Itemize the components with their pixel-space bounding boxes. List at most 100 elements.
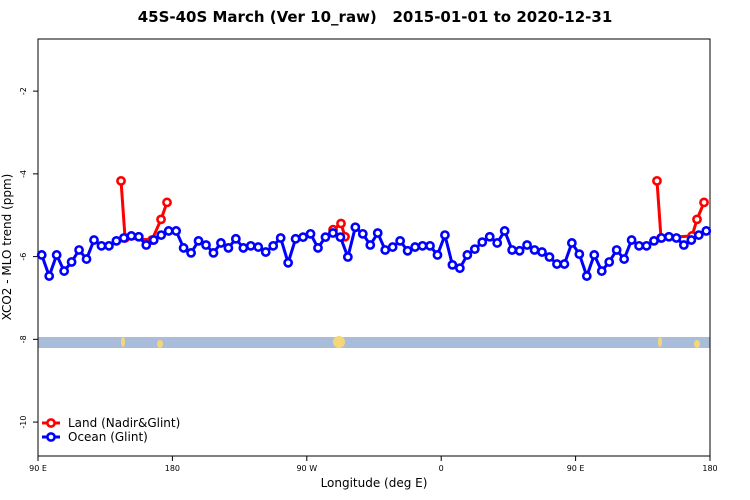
legend-marker: [46, 418, 56, 428]
data-point: [425, 240, 435, 251]
x-tick-label: 90 E: [567, 464, 585, 473]
data-point: [484, 231, 495, 242]
data-point: [604, 257, 615, 267]
data-point: [559, 259, 570, 269]
x-tick-label: 0: [439, 464, 444, 473]
data-point: [581, 271, 592, 281]
data-point: [275, 233, 286, 243]
data-point: [380, 245, 391, 255]
data-point: [133, 231, 144, 242]
data-point: [74, 245, 84, 255]
legend-marker: [46, 432, 56, 442]
data-point: [230, 233, 241, 244]
data-point: [178, 243, 189, 253]
land-patch: [658, 337, 662, 347]
data-point: [372, 228, 383, 238]
y-tick-label: -6: [19, 253, 28, 261]
data-point: [81, 254, 92, 264]
data-point: [641, 240, 652, 251]
land-patch: [694, 340, 700, 348]
data-point: [626, 235, 637, 245]
data-point: [417, 240, 428, 251]
data-point: [268, 240, 279, 251]
data-point: [574, 249, 585, 260]
data-point: [652, 175, 662, 186]
surface-strip: [38, 336, 710, 348]
data-point: [499, 226, 510, 236]
x-tick-label: 90 E: [29, 464, 47, 473]
data-point: [156, 214, 166, 225]
data-point: [186, 247, 196, 258]
data-point: [522, 240, 532, 250]
data-point: [469, 244, 480, 255]
data-point: [462, 250, 473, 260]
data-point: [440, 230, 450, 240]
data-point: [387, 242, 398, 252]
data-point: [671, 233, 682, 243]
data-point: [290, 233, 301, 244]
data-point: [193, 235, 204, 246]
data-point: [402, 245, 413, 256]
data-point: [692, 214, 702, 225]
data-point: [126, 231, 137, 241]
data-point: [529, 245, 540, 255]
x-tick-label: 90 W: [296, 464, 317, 473]
data-point: [208, 247, 219, 258]
data-point: [596, 266, 607, 276]
data-point: [260, 247, 271, 257]
data-point: [171, 226, 182, 236]
data-point: [44, 271, 55, 281]
data-point: [118, 233, 129, 243]
data-point: [335, 232, 346, 243]
data-point: [656, 233, 667, 243]
data-point: [514, 245, 525, 256]
data-point: [238, 243, 249, 253]
data-point: [223, 243, 234, 253]
land-patch: [121, 337, 125, 347]
data-point: [699, 197, 709, 208]
y-tick-label: -10: [19, 416, 28, 429]
data-point: [141, 240, 152, 250]
data-point: [201, 240, 211, 250]
data-point: [454, 263, 465, 274]
data-point: [664, 231, 674, 242]
data-point: [148, 235, 159, 245]
data-point: [365, 240, 376, 250]
data-point: [395, 235, 406, 246]
land-patch: [157, 340, 163, 348]
data-point: [432, 250, 443, 260]
y-tick-label: -2: [19, 87, 28, 95]
y-axis-label: XCO2 - MLO trend (ppm): [0, 174, 14, 321]
data-point: [66, 257, 77, 267]
data-point: [611, 245, 622, 255]
data-point: [693, 230, 704, 240]
data-point: [104, 240, 114, 251]
data-point: [492, 238, 503, 248]
y-tick-label: -4: [19, 170, 28, 178]
x-axis-label: Longitude (deg E): [321, 476, 428, 490]
legend-label: Land (Nadir&Glint): [68, 416, 180, 430]
chart-title: 45S-40S March (Ver 10_raw) 2015-01-01 to…: [138, 8, 613, 26]
data-point: [328, 228, 338, 238]
data-point: [162, 197, 172, 208]
data-point: [619, 254, 630, 264]
x-tick-label: 180: [165, 464, 180, 473]
data-point: [649, 235, 659, 246]
data-point: [245, 240, 256, 251]
data-point: [537, 247, 547, 257]
data-point: [283, 257, 294, 268]
data-point: [566, 238, 577, 248]
data-point: [96, 240, 107, 251]
data-point: [89, 235, 99, 245]
data-point: [357, 228, 368, 239]
data-point: [477, 237, 488, 248]
data-point: [678, 240, 689, 250]
data-point: [305, 228, 316, 239]
data-point: [216, 238, 226, 248]
data-point: [163, 226, 174, 236]
data-point: [701, 226, 712, 236]
data-point: [111, 235, 122, 246]
plot-frame: [37, 38, 711, 457]
